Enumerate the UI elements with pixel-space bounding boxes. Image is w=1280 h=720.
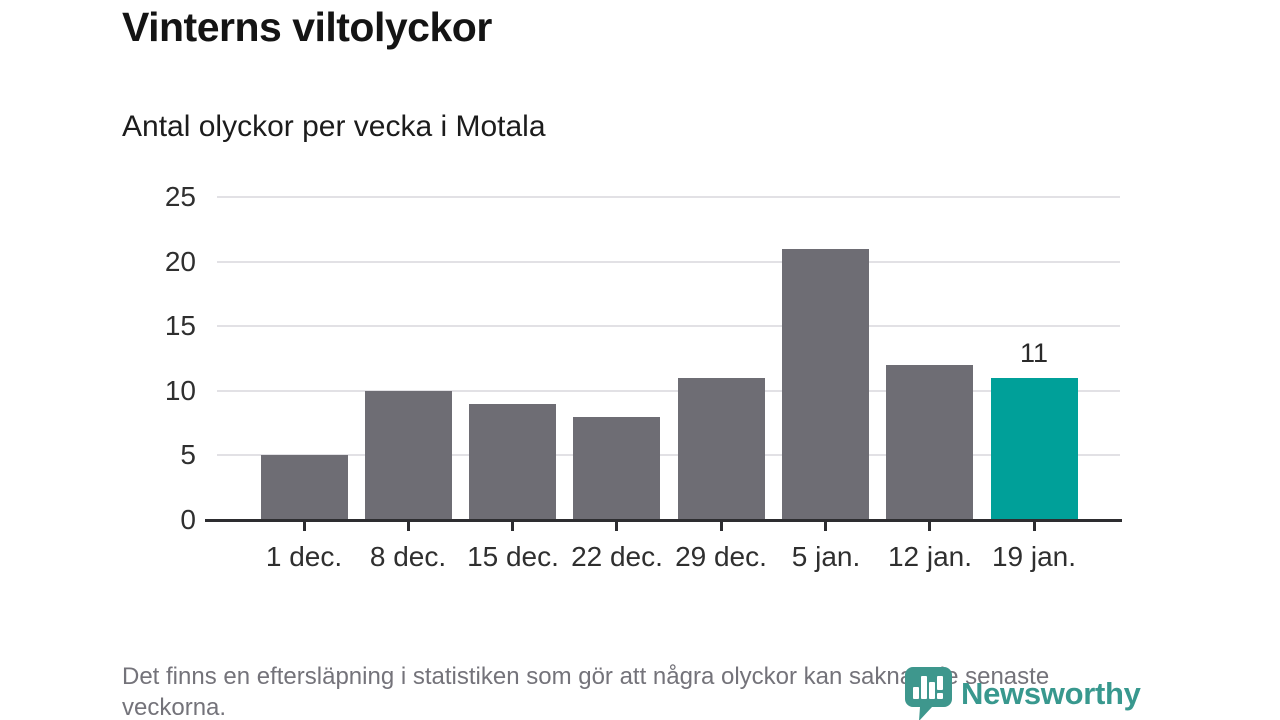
y-axis-label: 10 [164, 374, 196, 406]
y-axis-label: 0 [180, 504, 196, 535]
x-axis-label: 8 dec. [369, 541, 447, 572]
x-axis-tick [407, 522, 410, 531]
bar [991, 377, 1078, 520]
bar [678, 377, 765, 520]
x-axis-label: 12 jan. [887, 541, 973, 572]
x-axis-tick [928, 522, 931, 531]
x-axis-label: 19 jan. [991, 541, 1077, 572]
chart-title: Vinterns viltolyckor [122, 4, 492, 50]
x-axis-tick [303, 522, 306, 531]
x-axis-label: 29 dec. [675, 541, 767, 572]
y-axis-label: 25 [164, 181, 196, 212]
newsworthy-logo: Newsworthy [905, 666, 1141, 720]
newsworthy-logo-text: Newsworthy [961, 676, 1141, 711]
bar [886, 364, 973, 520]
y-axis-label: 15 [164, 310, 196, 342]
gridline [217, 260, 1120, 263]
bar [365, 390, 452, 520]
bar [782, 248, 869, 520]
x-axis-line [205, 519, 1122, 522]
x-axis-tick [615, 522, 618, 531]
x-axis-label: 1 dec. [265, 541, 343, 572]
x-axis-tick [1033, 522, 1036, 531]
x-axis-tick [824, 522, 827, 531]
x-axis-tick [720, 522, 723, 531]
y-axis-label: 5 [180, 439, 196, 471]
y-axis-label: 20 [164, 245, 196, 277]
bar-chart-pin-icon [905, 667, 952, 720]
bar-value-label: 11 [1019, 337, 1049, 368]
chart-subtitle: Antal olyckor per vecka i Motala [122, 110, 546, 143]
gridline [217, 196, 1120, 198]
x-axis-label: 5 jan. [791, 541, 861, 572]
gridline [217, 389, 1120, 392]
gridline [217, 325, 1120, 328]
bar [261, 455, 348, 520]
x-axis-tick [511, 522, 514, 531]
bar [469, 403, 556, 520]
x-axis-label: 22 dec. [571, 541, 663, 572]
gridline [217, 454, 1120, 457]
chart-footnote: Det finns en eftersläpning i statistiken… [122, 663, 1050, 720]
bar [573, 416, 660, 520]
x-axis-label: 15 dec. [467, 541, 559, 572]
